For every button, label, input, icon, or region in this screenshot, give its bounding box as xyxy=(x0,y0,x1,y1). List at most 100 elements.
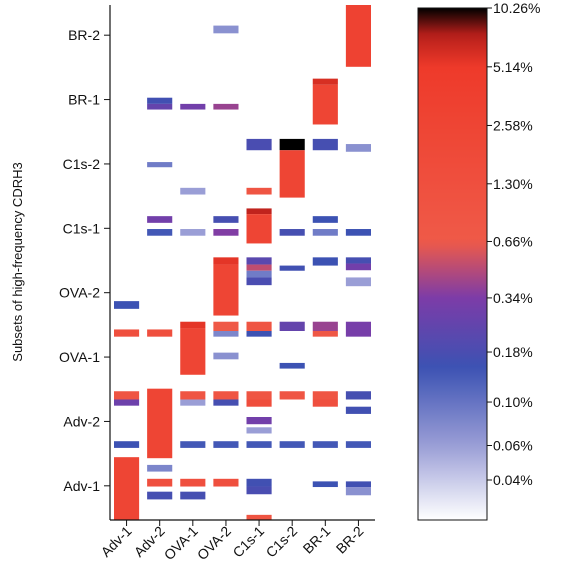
heatmap-cell xyxy=(180,441,206,448)
heatmap-cell xyxy=(213,399,239,406)
heatmap-cell xyxy=(213,264,239,316)
heatmap-cell xyxy=(246,208,272,215)
heatmap-cell xyxy=(345,5,371,67)
heatmap-cells xyxy=(114,5,371,520)
heatmap-cell xyxy=(312,78,338,85)
x-tick-label: C1s-2 xyxy=(263,523,301,561)
heatmap-cell xyxy=(147,464,173,472)
heatmap-cell xyxy=(345,144,371,152)
heatmap-cell xyxy=(213,229,239,236)
heatmap-axes xyxy=(109,5,375,521)
heatmap-cell xyxy=(180,391,206,400)
heatmap-cell xyxy=(147,103,173,110)
heatmap-cell xyxy=(246,478,272,487)
heatmap-cell xyxy=(312,257,338,266)
colorbar-tick-label: 5.14% xyxy=(493,59,533,75)
heatmap-cell xyxy=(147,329,173,337)
colorbar xyxy=(417,7,488,521)
y-tick-label: BR-2 xyxy=(68,27,100,43)
heatmap-cell xyxy=(213,441,239,448)
heatmap-cell xyxy=(345,263,371,271)
heatmap-cell xyxy=(279,229,305,236)
heatmap-cell xyxy=(180,328,206,375)
heatmap-cell xyxy=(345,229,371,236)
colorbar-tick-label: 10.26% xyxy=(493,0,540,16)
colorbar-tick-labels: 10.26% 5.14% 2.58% 1.30% 0.66% 0.34% 0.18% 0.10… xyxy=(487,0,540,488)
heatmap-cell xyxy=(180,478,206,487)
heatmap-cell xyxy=(147,478,173,487)
heatmap-cell xyxy=(114,301,140,309)
heatmap-cell xyxy=(279,391,305,400)
heatmap-cell xyxy=(345,257,371,264)
colorbar-tick-label: 0.66% xyxy=(493,233,533,249)
y-tick-label: BR-1 xyxy=(68,92,100,108)
y-tick-label: Adv-1 xyxy=(63,478,100,494)
heatmap-cell xyxy=(114,457,140,520)
heatmap-cell xyxy=(279,138,305,151)
heatmap-cell xyxy=(114,391,140,400)
heatmap-cell xyxy=(345,487,371,496)
heatmap-cell xyxy=(345,406,371,414)
x-tick-label: BR-1 xyxy=(300,523,334,557)
heatmap-cell xyxy=(213,103,239,110)
colorbar-gradient xyxy=(417,7,488,521)
x-tick-label: BR-2 xyxy=(333,523,367,557)
heatmap-cell xyxy=(246,514,272,520)
heatmap-cell xyxy=(246,187,272,195)
heatmap-cell xyxy=(180,103,206,110)
heatmap-cell xyxy=(246,330,272,337)
heatmap-cell xyxy=(246,264,272,271)
x-tick-label: Adv-1 xyxy=(98,523,135,560)
heatmap-cell xyxy=(246,277,272,286)
heatmap-cell xyxy=(246,486,272,495)
heatmap-cell xyxy=(213,352,239,360)
heatmap-cell xyxy=(213,216,239,223)
heatmap-cell xyxy=(213,25,239,34)
heatmap-cell xyxy=(147,229,173,236)
colorbar-tick-label: 1.30% xyxy=(493,176,533,192)
heatmap-cell xyxy=(147,97,173,104)
x-tick-label: OVA-2 xyxy=(194,523,234,563)
heatmap-cell xyxy=(312,441,338,448)
heatmap-cell xyxy=(312,321,338,331)
colorbar-tick-label: 0.06% xyxy=(493,438,533,454)
y-tick-label: C1s-1 xyxy=(63,220,101,236)
heatmap-cell xyxy=(213,321,239,331)
heatmap-cell xyxy=(246,270,272,278)
heatmap-cell xyxy=(246,391,272,400)
heatmap-cell xyxy=(180,491,206,500)
heatmap-cell xyxy=(246,214,272,244)
heatmap-cell xyxy=(312,84,338,125)
y-tick-labels: BR-2 BR-1 C1s-2 C1s-1 OVA-2 OVA-1 Adv-2 Adv-1 xyxy=(59,27,110,494)
heatmap-cell xyxy=(279,362,305,369)
heatmap-cell xyxy=(180,229,206,236)
heatmap-cell xyxy=(246,321,272,331)
heatmap-cell xyxy=(213,330,239,337)
y-tick-label: Adv-2 xyxy=(63,413,100,429)
heatmap-cell xyxy=(345,441,371,448)
heatmap-cell xyxy=(213,478,239,487)
heatmap-cell xyxy=(246,427,272,434)
x-tick-label: C1s-1 xyxy=(229,523,267,561)
colorbar-tick-label: 0.18% xyxy=(493,344,533,360)
heatmap-cell xyxy=(312,330,338,337)
colorbar-tick-label: 0.04% xyxy=(493,472,533,488)
heatmap-cell xyxy=(213,257,239,265)
heatmap-cell xyxy=(246,257,272,265)
heatmap-cell xyxy=(312,481,338,488)
heatmap-cell xyxy=(180,187,206,195)
heatmap-cell xyxy=(279,150,305,198)
heatmap-cell xyxy=(312,138,338,151)
heatmap-cell xyxy=(279,265,305,271)
heatmap-cell xyxy=(180,321,206,329)
heatmap-cell xyxy=(312,216,338,223)
x-tick-label: OVA-1 xyxy=(161,523,201,563)
heatmap-cell xyxy=(114,441,140,448)
heatmap-cell xyxy=(345,277,371,287)
heatmap-cell xyxy=(246,399,272,407)
heatmap-cell xyxy=(147,491,173,500)
heatmap-cell xyxy=(114,399,140,406)
heatmap-cell xyxy=(213,391,239,400)
heatmap-cell xyxy=(279,321,305,331)
